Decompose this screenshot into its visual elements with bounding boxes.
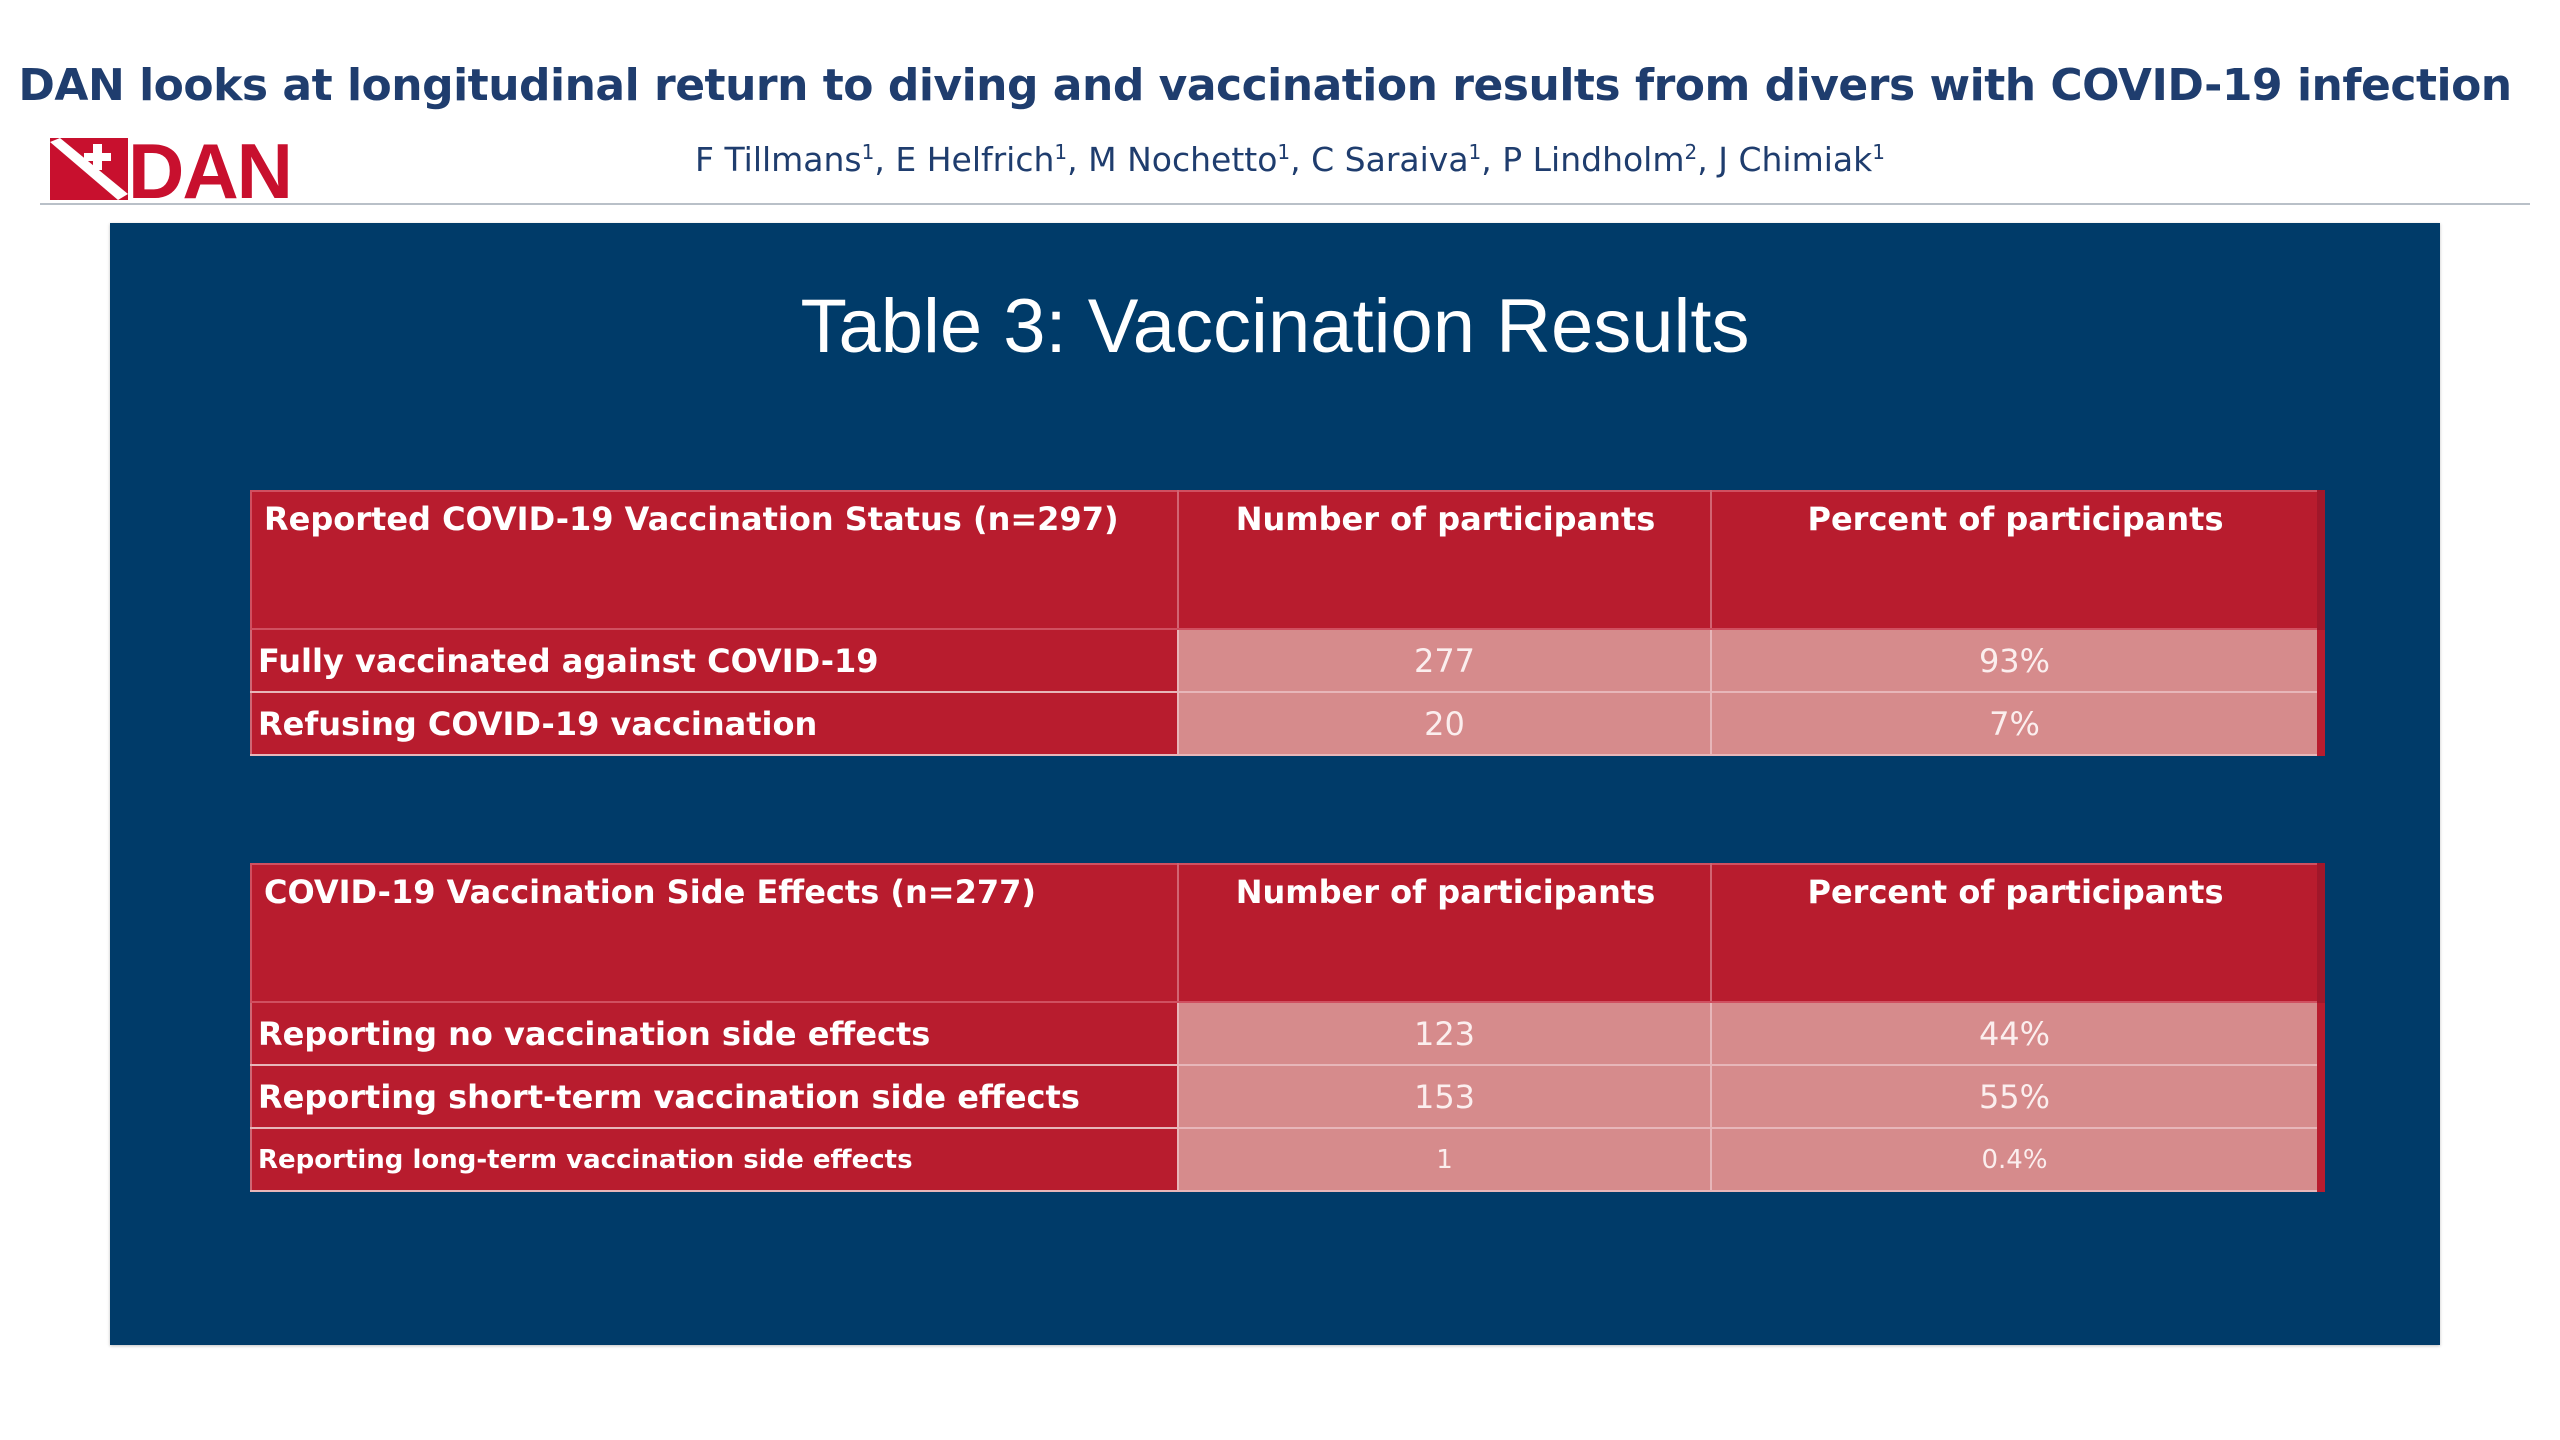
- author-name: C Saraiva: [1311, 140, 1469, 179]
- author-separator: ,: [1290, 140, 1312, 179]
- row-label: Refusing COVID-19 vaccination: [250, 691, 1179, 756]
- column-header: COVID-19 Vaccination Side Effects (n=277…: [250, 863, 1179, 1003]
- table-row: Refusing COVID-19 vaccination 20 7%: [250, 691, 2325, 756]
- author-affiliation: 1: [1468, 140, 1482, 164]
- author-name: J Chimiak: [1718, 140, 1873, 179]
- table-header-row: Reported COVID-19 Vaccination Status (n=…: [250, 490, 2325, 630]
- row-label: Reporting short-term vaccination side ef…: [250, 1064, 1179, 1129]
- participant-percent: 7%: [1710, 691, 2325, 756]
- table-row: Reporting short-term vaccination side ef…: [250, 1064, 2325, 1129]
- table-row: Reporting long-term vaccination side eff…: [250, 1127, 2325, 1192]
- row-label: Reporting no vaccination side effects: [250, 1001, 1179, 1066]
- participant-count: 277: [1177, 628, 1712, 693]
- vaccination-status-table: Reported COVID-19 Vaccination Status (n=…: [250, 490, 2325, 756]
- participant-percent: 44%: [1710, 1001, 2325, 1066]
- page-title: DAN looks at longitudinal return to divi…: [18, 60, 2512, 111]
- header-divider: [40, 203, 2530, 205]
- column-header: Percent of participants: [1710, 863, 2325, 1003]
- table-row: Fully vaccinated against COVID-19 277 93…: [250, 628, 2325, 693]
- author-line: F Tillmans1, E Helfrich1, M Nochetto1, C…: [0, 140, 2560, 179]
- participant-count: 153: [1177, 1064, 1712, 1129]
- participant-count: 123: [1177, 1001, 1712, 1066]
- author-affiliation: 2: [1684, 140, 1698, 164]
- column-header: Percent of participants: [1710, 490, 2325, 630]
- participant-percent: 0.4%: [1710, 1127, 2325, 1192]
- participant-count: 1: [1177, 1127, 1712, 1192]
- author-name: E Helfrich: [895, 140, 1055, 179]
- side-effects-table: COVID-19 Vaccination Side Effects (n=277…: [250, 863, 2325, 1192]
- results-panel: Table 3: Vaccination Results Reported CO…: [110, 223, 2440, 1345]
- participant-percent: 93%: [1710, 628, 2325, 693]
- table-row: Reporting no vaccination side effects 12…: [250, 1001, 2325, 1066]
- author-name: M Nochetto: [1088, 140, 1278, 179]
- author-separator: ,: [1067, 140, 1089, 179]
- author-affiliation: 1: [1872, 140, 1885, 164]
- logo-text: DAN: [128, 136, 291, 202]
- row-label: Reporting long-term vaccination side eff…: [250, 1127, 1179, 1192]
- author-name: P Lindholm: [1502, 140, 1685, 179]
- author-affiliation: 1: [861, 140, 875, 164]
- participant-percent: 55%: [1710, 1064, 2325, 1129]
- author-separator: ,: [874, 140, 896, 179]
- dan-logo: DAN: [50, 136, 293, 202]
- column-header: Number of participants: [1177, 863, 1712, 1003]
- author-affiliation: 1: [1277, 140, 1291, 164]
- author-separator: ,: [1697, 140, 1719, 179]
- column-header: Number of participants: [1177, 490, 1712, 630]
- table-header-row: COVID-19 Vaccination Side Effects (n=277…: [250, 863, 2325, 1003]
- column-header: Reported COVID-19 Vaccination Status (n=…: [250, 490, 1179, 630]
- participant-count: 20: [1177, 691, 1712, 756]
- author-name: F Tillmans: [695, 140, 862, 179]
- panel-title: Table 3: Vaccination Results: [800, 284, 1750, 369]
- author-separator: ,: [1481, 140, 1503, 179]
- row-label: Fully vaccinated against COVID-19: [250, 628, 1179, 693]
- author-affiliation: 1: [1054, 140, 1068, 164]
